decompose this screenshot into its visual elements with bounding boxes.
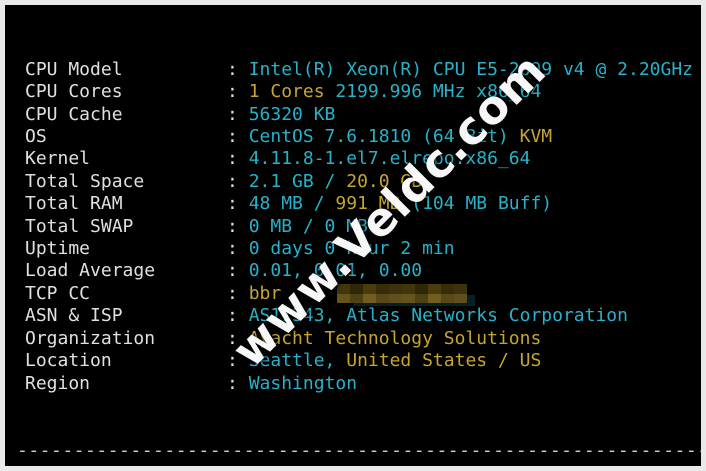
info-row: OS: CentOS 7.6.1810 (64 Bit) KVM bbox=[17, 126, 701, 148]
field-label: Total SWAP bbox=[25, 215, 134, 237]
field-colon: : bbox=[227, 305, 249, 327]
field-value: 4.11.8-1.el7.elrepo.x86_64 bbox=[248, 148, 531, 170]
field-label: Kernel bbox=[25, 148, 91, 170]
info-row: CPU Cache: 56320 KB bbox=[17, 104, 701, 126]
field-label: OS bbox=[25, 126, 47, 148]
field-label: CPU Model bbox=[25, 58, 123, 80]
field-value: CentOS 7.6.1810 (64 Bit) bbox=[248, 126, 520, 148]
field-colon: : bbox=[227, 260, 249, 282]
field-value: AS11343, Atlas Networks Corporation bbox=[248, 305, 628, 327]
censored-value-blur bbox=[337, 283, 468, 303]
field-value: Washington bbox=[248, 372, 358, 394]
info-row: Uptime: 0 days 0 hour 2 min bbox=[17, 238, 701, 260]
info-row: Total SWAP: 0 MB / 0 MB bbox=[17, 216, 701, 238]
field-value: KVM bbox=[519, 126, 553, 148]
field-colon: : bbox=[227, 103, 249, 125]
info-row: CPU Cores: 1 Cores 2199.996 MHz x86_64 bbox=[17, 81, 701, 103]
field-label: TCP CC bbox=[25, 282, 91, 304]
field-colon: : bbox=[227, 327, 249, 349]
field-colon: : bbox=[227, 372, 249, 394]
field-label: Uptime bbox=[25, 238, 91, 260]
field-value: 2.1 GB / bbox=[248, 170, 347, 192]
field-value: 1 Cores bbox=[248, 81, 325, 103]
field-label: Total RAM bbox=[25, 193, 123, 215]
info-row: CPU Model: Intel(R) Xeon(R) CPU E5-2699 … bbox=[17, 59, 701, 81]
field-value: bbr bbox=[248, 282, 282, 304]
field-label: CPU Cache bbox=[25, 103, 123, 125]
field-label: ASN & ISP bbox=[25, 305, 123, 327]
info-row: Location: Seattle, United States / US bbox=[17, 350, 701, 372]
field-label: Location bbox=[25, 350, 112, 372]
field-label: Region bbox=[25, 372, 91, 394]
system-info-list: CPU Model: Intel(R) Xeon(R) CPU E5-2699 … bbox=[17, 59, 701, 395]
field-colon: : bbox=[227, 193, 249, 215]
field-colon: : bbox=[227, 81, 249, 103]
field-value: 0 MB / 0 MB bbox=[248, 215, 368, 237]
info-row: Total RAM: 48 MB / 991 MB (104 MB Buff) bbox=[17, 193, 701, 215]
field-value: 56320 KB bbox=[248, 103, 336, 125]
field-value: Seattle, bbox=[248, 350, 347, 372]
field-label: Total Space bbox=[25, 170, 145, 192]
info-row: Kernel: 4.11.8-1.el7.elrepo.x86_64 bbox=[17, 148, 701, 170]
separator-line: ----------------------------------------… bbox=[17, 439, 701, 461]
field-label: CPU Cores bbox=[25, 81, 123, 103]
field-colon: : bbox=[227, 148, 249, 170]
field-value: 0.01, 0.01, 0.00 bbox=[248, 260, 423, 282]
field-value: United States / US bbox=[346, 350, 542, 372]
info-row: Load Average: 0.01, 0.01, 0.00 bbox=[17, 260, 701, 282]
field-colon: : bbox=[227, 350, 249, 372]
field-value: 991 MB bbox=[335, 193, 401, 215]
field-value: Intel(R) Xeon(R) CPU E5-2699 v4 @ 2.20GH… bbox=[248, 58, 694, 80]
field-value: 2199.996 MHz x86_64 bbox=[324, 81, 542, 103]
field-value: 20.0 GB bbox=[346, 170, 423, 192]
info-row: Region: Washington bbox=[17, 373, 701, 395]
field-colon: : bbox=[227, 215, 249, 237]
field-colon: : bbox=[227, 58, 249, 80]
field-colon: : bbox=[227, 238, 249, 260]
terminal-screen: CPU Model: Intel(R) Xeon(R) CPU E5-2699 … bbox=[5, 5, 701, 466]
field-value: 0 days 0 hour 2 min bbox=[248, 238, 455, 260]
info-row: ASN & ISP: AS11343, Atlas Networks Corpo… bbox=[17, 305, 701, 327]
field-colon: : bbox=[227, 126, 249, 148]
field-value: 48 MB / bbox=[248, 193, 336, 215]
field-value: Ayacht Technology Solutions bbox=[248, 327, 542, 349]
field-colon: : bbox=[227, 282, 249, 304]
info-row: Total Space: 2.1 GB / 20.0 GB bbox=[17, 171, 701, 193]
info-row: TCP CC: bbr bbox=[17, 283, 701, 305]
info-row: Organization: Ayacht Technology Solution… bbox=[17, 328, 701, 350]
field-colon: : bbox=[227, 170, 249, 192]
field-label: Load Average bbox=[25, 260, 156, 282]
field-label: Organization bbox=[25, 327, 156, 349]
field-value: (104 MB Buff) bbox=[400, 193, 553, 215]
